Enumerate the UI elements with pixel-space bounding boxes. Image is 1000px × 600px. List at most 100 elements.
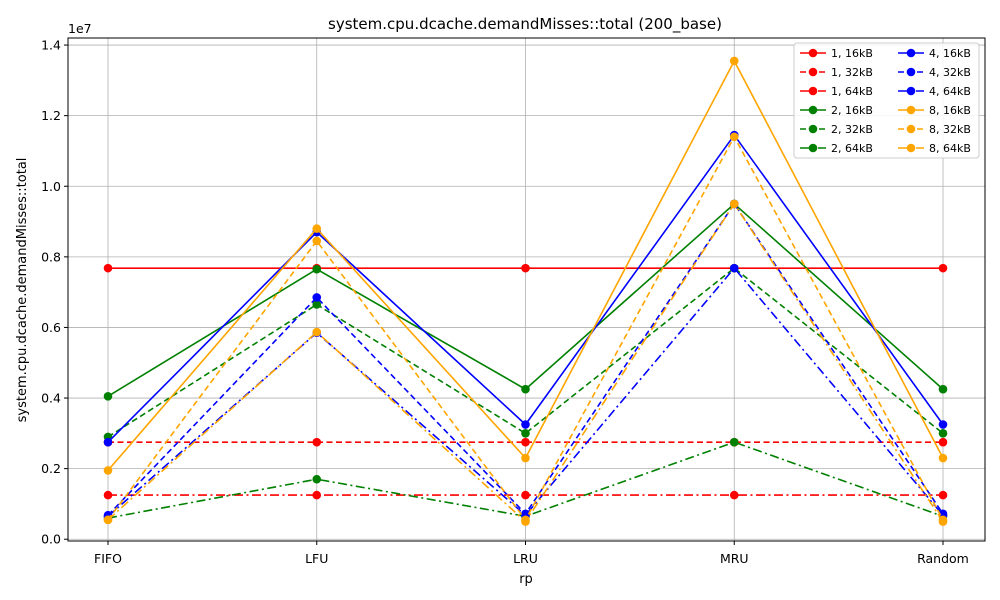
data-point bbox=[938, 420, 948, 429]
legend-label: 8, 64kB bbox=[929, 142, 971, 155]
y-tick-label: 0.0 bbox=[41, 532, 61, 547]
legend-item: 4, 64kB bbox=[898, 85, 971, 98]
legend-label: 2, 16kB bbox=[831, 104, 873, 117]
legend-item: 2, 16kB bbox=[800, 104, 873, 117]
data-point bbox=[103, 466, 113, 475]
y-tick-label: 1.4 bbox=[41, 38, 61, 53]
data-point bbox=[521, 453, 530, 463]
data-point bbox=[729, 132, 739, 142]
y-tick-label: 1.2 bbox=[41, 108, 61, 123]
data-point bbox=[312, 300, 322, 309]
legend-marker bbox=[906, 86, 916, 96]
legend-marker bbox=[808, 86, 818, 96]
data-point bbox=[521, 437, 530, 447]
series-1-32kb bbox=[103, 437, 948, 447]
legend-marker bbox=[808, 124, 818, 134]
y-tick-label: 0.6 bbox=[41, 320, 61, 335]
series-8-64kb bbox=[103, 199, 948, 526]
data-point bbox=[521, 517, 530, 526]
legend-marker bbox=[906, 143, 916, 153]
legend-item: 4, 32kB bbox=[898, 66, 971, 79]
data-point bbox=[521, 384, 530, 394]
legend: 1, 16kB 1, 32kB 1, 64kB 2, 16kB 2, 32kB 2, 64… bbox=[793, 42, 980, 159]
legend-marker bbox=[906, 105, 916, 115]
chart-title: system.cpu.dcache.demandMisses::total (2… bbox=[328, 15, 722, 34]
plot-frame bbox=[67, 37, 986, 542]
data-point bbox=[938, 517, 948, 526]
series-1-16kb bbox=[103, 263, 948, 273]
legend-marker bbox=[808, 105, 818, 115]
data-point bbox=[938, 490, 948, 500]
data-point bbox=[729, 490, 739, 500]
y-tick-label: 0.4 bbox=[41, 391, 61, 406]
series-layer bbox=[103, 56, 948, 526]
data-point bbox=[312, 224, 322, 233]
legend-label: 1, 32kB bbox=[831, 66, 873, 79]
data-point bbox=[312, 236, 322, 246]
legend-item: 1, 32kB bbox=[800, 66, 873, 79]
legend-marker bbox=[906, 48, 916, 58]
data-point bbox=[729, 437, 739, 447]
legend-label: 1, 16kB bbox=[831, 47, 873, 60]
data-point bbox=[729, 199, 739, 209]
data-point bbox=[521, 490, 530, 500]
x-tick-label: Random bbox=[917, 551, 969, 566]
data-point bbox=[521, 429, 530, 438]
legend-item: 8, 16kB bbox=[898, 104, 971, 117]
legend-box bbox=[793, 42, 980, 159]
data-point bbox=[103, 263, 113, 273]
legend-label: 4, 64kB bbox=[929, 85, 971, 98]
data-point bbox=[729, 56, 739, 66]
data-point bbox=[938, 453, 948, 463]
y-tick-label: 0.2 bbox=[41, 461, 61, 476]
series-1-64kb bbox=[103, 490, 948, 500]
legend-label: 4, 16kB bbox=[929, 47, 971, 60]
data-point bbox=[938, 437, 948, 447]
data-point bbox=[938, 429, 948, 438]
legend-item: 4, 16kB bbox=[898, 47, 971, 60]
data-point bbox=[103, 515, 113, 525]
legend-item: 8, 32kB bbox=[898, 123, 971, 136]
data-point bbox=[938, 384, 948, 394]
data-point bbox=[729, 263, 739, 273]
legend-label: 1, 64kB bbox=[831, 85, 873, 98]
y-axis-label: system.cpu.dcache.demandMisses::total bbox=[15, 158, 30, 423]
data-point bbox=[103, 437, 113, 447]
legend-marker bbox=[906, 67, 916, 77]
data-point bbox=[103, 391, 113, 401]
x-tick-label: FIFO bbox=[94, 551, 122, 566]
data-point bbox=[312, 474, 322, 484]
y-tick-label: 0.8 bbox=[41, 249, 61, 264]
series-line bbox=[107, 267, 944, 438]
legend-item: 1, 16kB bbox=[800, 47, 873, 60]
x-tick-label: LRU bbox=[513, 551, 538, 566]
legend-marker bbox=[808, 48, 818, 58]
data-point bbox=[312, 437, 322, 447]
data-point bbox=[521, 263, 530, 273]
legend-item: 1, 64kB bbox=[800, 85, 873, 98]
y-tick-label: 1.0 bbox=[41, 179, 61, 194]
legend-label: 2, 64kB bbox=[831, 142, 873, 155]
legend-item: 2, 32kB bbox=[800, 123, 873, 136]
data-point bbox=[312, 490, 322, 500]
x-tick-label: MRU bbox=[720, 551, 749, 566]
legend-marker bbox=[808, 143, 818, 153]
data-point bbox=[103, 490, 113, 500]
legend-marker bbox=[808, 67, 818, 77]
data-point bbox=[312, 327, 322, 337]
x-axis-label: rp bbox=[519, 572, 533, 587]
x-tick-label: LFU bbox=[305, 551, 328, 566]
series-8-16kb bbox=[103, 56, 948, 475]
legend-label: 8, 32kB bbox=[929, 123, 971, 136]
data-point bbox=[938, 263, 948, 273]
axes: FIFO LFU LRU MRU Random 0.0 0.2 0.4 0.6 0.8 1.0 1.2… bbox=[41, 38, 969, 566]
y-axis-scale-label: 1e7 bbox=[68, 21, 92, 36]
legend-label: 4, 32kB bbox=[929, 66, 971, 79]
legend-item: 2, 64kB bbox=[800, 142, 873, 155]
data-point bbox=[312, 264, 322, 274]
legend-label: 2, 32kB bbox=[831, 123, 873, 136]
legend-label: 8, 16kB bbox=[929, 104, 971, 117]
legend-item: 8, 64kB bbox=[898, 142, 971, 155]
data-point bbox=[312, 293, 322, 302]
